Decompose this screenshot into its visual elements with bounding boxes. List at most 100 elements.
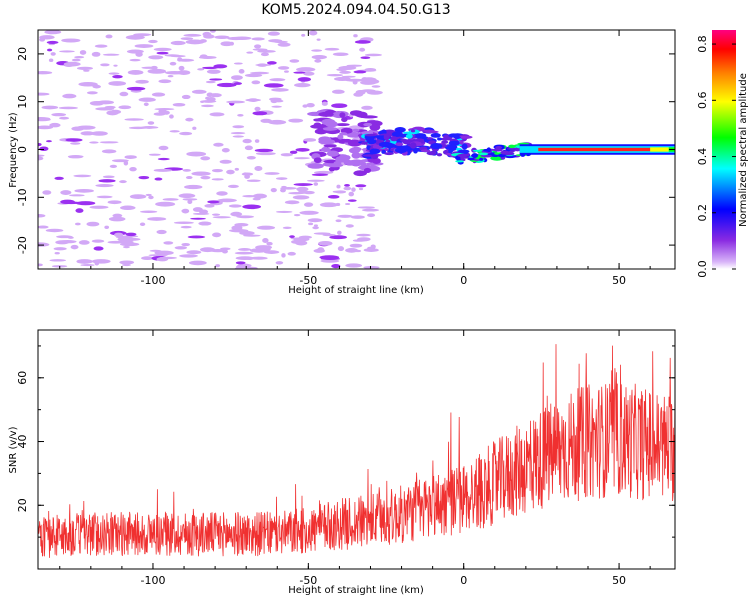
spectrogram-noise-blob — [352, 239, 366, 242]
spectrogram-noise-blob — [108, 81, 127, 86]
spectrogram-noise-blob — [361, 208, 380, 212]
spectrogram-y-tick-label: -10 — [16, 188, 29, 206]
spectrogram-y-ticks: 20 10 0 -10 -20 — [16, 47, 675, 254]
spectrogram-noise-blob — [205, 80, 216, 84]
spectrogram-noise-blob — [89, 205, 109, 209]
spectrogram-signal-blob — [394, 127, 406, 133]
spectrogram-signal-blob — [313, 118, 324, 122]
spectrogram-noise-blob — [75, 201, 96, 206]
spectrogram-noise-blob — [140, 126, 159, 129]
snr-panel: -100 -50 0 50 20 40 60 Height of straight lin… — [8, 329, 676, 596]
snr-x-tick-label: 0 — [460, 574, 467, 587]
spectrogram-noise-blob — [151, 92, 166, 97]
spectrogram-noise-blob — [360, 56, 371, 60]
spectrogram-noise-blob — [125, 35, 145, 40]
spectrogram-signal-blob — [430, 133, 441, 138]
spectrogram-noise-blob — [123, 237, 141, 241]
spectrogram-noise-blob — [123, 160, 129, 166]
spectrogram-signal-blob — [343, 160, 358, 166]
spectrogram-noise-blob — [345, 224, 354, 228]
spectrogram-noise-blob — [209, 112, 225, 117]
spectrogram-signal-blob — [361, 141, 368, 145]
spectrogram-noise-blob — [38, 242, 50, 247]
spectrogram-noise-blob — [303, 138, 317, 142]
spectrogram-signal-blob — [326, 163, 344, 168]
snr-y-tick-label: 20 — [16, 498, 29, 512]
spectrogram-noise-blob — [204, 204, 215, 208]
spectrogram-signal-blob — [363, 167, 372, 174]
spectrogram-signal-blob — [318, 111, 334, 117]
spectrogram-signal-blob — [448, 140, 460, 146]
spectrogram-noise-blob — [268, 119, 287, 125]
spectrogram-noise-blob — [303, 202, 314, 207]
spectrogram-noise-blob — [254, 106, 261, 112]
spectrogram-signal-blob — [400, 138, 409, 143]
spectrogram-band-peak — [650, 147, 669, 152]
spectrogram-signal-blob — [420, 149, 431, 153]
spectrogram-noise-blob — [357, 206, 375, 209]
spectrogram-noise-blob — [148, 153, 161, 156]
spectrogram-noise-blob — [112, 75, 123, 79]
spectrogram-noise-blob — [153, 47, 172, 52]
spectrogram-noise-blob — [119, 242, 140, 247]
spectrogram-noise-blob — [289, 235, 295, 239]
spectrogram-signal-blob — [342, 138, 352, 143]
spectrogram-noise-blob — [302, 104, 308, 108]
spectrogram-noise-blob — [58, 239, 77, 244]
spectrogram-noise-blob — [371, 85, 381, 88]
spectrogram-signal-blob — [467, 157, 475, 161]
spectrogram-noise-blob — [214, 35, 230, 40]
colorbar-label: Normalized spectral amplitude — [738, 73, 749, 227]
spectrogram-noise-blob — [364, 68, 377, 72]
spectrogram-noise-blob — [186, 151, 207, 157]
spectrogram-noise-blob — [202, 66, 218, 70]
spectrogram-noise-blob — [89, 100, 105, 106]
spectrogram-noise-blob — [86, 221, 100, 227]
spectrogram-noise-blob — [104, 225, 110, 229]
spectrogram-noise-blob — [185, 39, 205, 45]
spectrogram-noise-blob — [147, 217, 167, 221]
spectrogram-noise-blob — [232, 125, 245, 129]
spectrogram-noise-blob — [254, 139, 260, 143]
spectrogram-noise-blob — [256, 225, 276, 230]
spectrogram-noise-blob — [288, 118, 304, 123]
spectrogram-noise-blob — [306, 179, 325, 182]
spectrogram-noise-blob — [158, 145, 169, 151]
spectrogram-noise-blob — [172, 102, 186, 107]
spectrogram-signal-blob — [318, 136, 332, 143]
spectrogram-signal-blob — [307, 163, 324, 169]
spectrogram-noise-blob — [309, 30, 318, 36]
spectrogram-signal-blob — [426, 137, 433, 140]
spectrogram-signal-blob — [437, 137, 442, 141]
spectrogram-noise-blob — [182, 198, 198, 201]
spectrogram-noise-blob — [269, 97, 282, 101]
spectrogram-noise-blob — [109, 164, 118, 168]
spectrogram-noise-blob — [177, 70, 191, 75]
spectrogram-signal-blob — [337, 134, 344, 140]
spectrogram-noise-blob — [297, 190, 308, 194]
spectrogram-noise-blob — [197, 68, 205, 71]
spectrogram-noise-blob — [199, 247, 216, 253]
spectrogram-noise-blob — [246, 179, 261, 182]
spectrogram-noise-blob — [124, 118, 144, 121]
spectrogram-noise-blob — [183, 33, 202, 37]
spectrogram-noise-blob — [327, 195, 340, 199]
spectrogram-noise-blob — [271, 88, 289, 92]
spectrogram-noise-blob — [260, 52, 269, 57]
spectrogram-signal-blob — [369, 123, 381, 131]
spectrogram-noise-blob — [291, 239, 302, 244]
spectrogram-noise-blob — [311, 173, 329, 177]
spectrogram-noise-blob — [162, 110, 170, 115]
spectrogram-noise-blob — [206, 69, 221, 74]
spectrogram-noise-blob — [294, 82, 311, 88]
spectrogram-noise-blob — [38, 225, 49, 229]
spectrogram-noise-blob — [79, 50, 87, 55]
spectrogram-noise-blob — [267, 31, 280, 36]
spectrogram-signal-blob — [479, 157, 484, 161]
spectrogram-noise-blob — [164, 54, 180, 57]
snr-x-tick-label: 50 — [612, 574, 626, 587]
spectrogram-noise-blob — [216, 82, 237, 88]
spectrogram-noise-blob — [119, 91, 129, 97]
spectrogram-noise-blob — [141, 256, 154, 261]
spectrogram-noise-blob — [188, 260, 207, 266]
